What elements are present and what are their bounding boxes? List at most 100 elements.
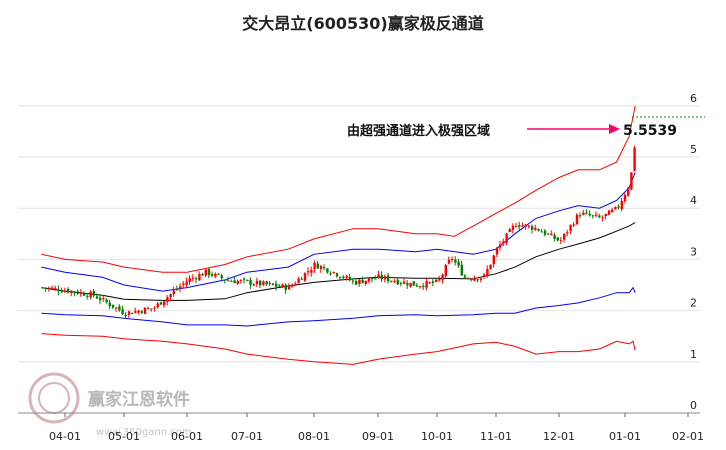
candle-body (275, 283, 278, 287)
x-tick-label: 11-01 (480, 430, 512, 443)
candle-body (163, 301, 166, 306)
candle-body (153, 307, 156, 309)
candle-body (543, 230, 547, 235)
annotation-arrow-head (609, 124, 620, 134)
candle-body (547, 233, 550, 235)
candle-body (409, 282, 412, 287)
candle-body (553, 234, 556, 239)
candle-body (150, 308, 153, 310)
candle-body (179, 286, 182, 289)
candle-body (204, 269, 207, 276)
candle-body (99, 297, 102, 301)
candle-body (243, 278, 246, 280)
candle-body (367, 278, 371, 282)
candle-body (86, 295, 89, 297)
candle-body (467, 278, 470, 280)
candle-body (527, 225, 531, 227)
candle-body (191, 277, 195, 279)
candle-body (294, 283, 297, 286)
candle-body (412, 281, 415, 286)
candle-body (227, 280, 230, 282)
candle-body (185, 281, 188, 285)
candle-body (550, 233, 553, 236)
candle-body (345, 276, 348, 278)
candle-body (515, 226, 518, 228)
candle-body (351, 280, 355, 282)
candle-body (483, 274, 486, 277)
candle-body (239, 280, 243, 282)
candle-body (198, 274, 201, 281)
candle-body (617, 206, 620, 208)
candle-body (377, 274, 380, 278)
y-tick-label: 1 (690, 348, 697, 361)
candle-body (534, 227, 537, 230)
candle-body (252, 284, 255, 286)
candle-body (278, 285, 281, 287)
series-upper-outer-band (41, 105, 636, 273)
candle-body (339, 276, 342, 278)
series-mid-line (41, 222, 636, 301)
candle-body (47, 287, 51, 289)
candle-body (41, 287, 44, 289)
candle-body (451, 258, 454, 260)
candle-body (479, 278, 483, 280)
candle-body (60, 291, 63, 293)
candle-body (566, 232, 569, 234)
candle-body (63, 290, 67, 292)
candle-body (297, 278, 300, 284)
candle-body (454, 259, 457, 263)
watermark-logo-inner (38, 382, 70, 414)
candle-body (383, 276, 387, 280)
candle-body (579, 215, 582, 217)
candle-body (620, 201, 623, 210)
candle-body (268, 283, 271, 285)
candle-body (611, 209, 614, 212)
candle-body (486, 269, 489, 276)
candle-body (457, 261, 460, 266)
candle-body (630, 172, 633, 190)
y-tick-label: 3 (690, 245, 697, 258)
candle-body (531, 226, 534, 230)
candle-body (425, 281, 428, 288)
candle-body (121, 309, 124, 314)
candle-body (303, 272, 307, 281)
candle-body (115, 307, 118, 309)
candle-body (291, 285, 294, 287)
y-tick-label: 4 (690, 194, 697, 207)
candle-body (143, 307, 147, 314)
candle-body (323, 267, 326, 269)
candle-body (182, 283, 185, 285)
candle-body (127, 311, 131, 315)
candle-body (316, 263, 319, 269)
candle-body (380, 274, 383, 280)
x-tick-label: 06-01 (171, 430, 203, 443)
candle-body (220, 275, 223, 279)
candle-body (207, 269, 211, 276)
x-tick-label: 01-01 (609, 430, 641, 443)
candle-body (262, 281, 265, 285)
candle-body (492, 255, 495, 265)
candle-body (406, 283, 409, 286)
candle-body (428, 282, 431, 284)
candle-body (83, 293, 86, 296)
candle-body (435, 279, 438, 282)
x-tick-label: 09-01 (362, 430, 394, 443)
axis-layer: 04-01 05-01 06-01 07-01 08-01 09-01 10-01 11-01… (18, 412, 704, 443)
candle-body (415, 285, 419, 287)
candle-body (137, 310, 140, 313)
candle-body (54, 287, 57, 289)
candle-body (159, 302, 163, 305)
candle-body (607, 210, 611, 215)
candle-body (76, 291, 79, 294)
candle-body (335, 273, 339, 277)
candle-body (259, 280, 262, 286)
candle-body (540, 231, 543, 233)
candle-body (236, 281, 239, 284)
candle-body (572, 224, 575, 226)
candle-body (249, 279, 252, 285)
candle-body (518, 225, 521, 227)
candle-body (355, 281, 358, 285)
candle-body (166, 297, 169, 302)
candle-body (124, 315, 127, 317)
y-tick-label: 0 (690, 399, 697, 412)
